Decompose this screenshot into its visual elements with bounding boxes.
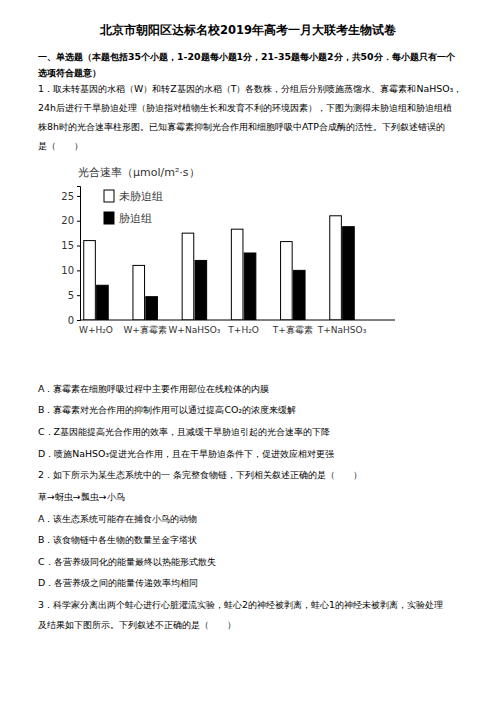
tick-mark	[77, 221, 80, 222]
question-stem: 1．取未转基因的水稻（W）和转Z基因的水稻（T）各数株，分组后分别喷施蒸馏水、寡…	[38, 83, 462, 95]
tick-mark	[77, 295, 80, 296]
food-chain: 草→蚜虫→瓢虫→小鸟	[38, 491, 125, 503]
option: C．Z基因能提高光合作用的效率，且减缓干旱胁迫引起的光合速率的下降	[38, 426, 330, 438]
option: D．各营养级之间的能量传递效率均相同	[38, 577, 198, 589]
bars	[84, 216, 355, 320]
tick-mark	[77, 246, 80, 247]
tick: 20	[61, 215, 80, 226]
section-heading: 一、单选题（本题包括35个小题，1-20题每小题1分，21-35题每小题2分，共…	[38, 51, 455, 63]
tick: 15	[61, 240, 80, 251]
bar	[293, 270, 305, 320]
tick: W+NaHSO₃	[168, 320, 220, 335]
option: B．该食物链中各生物的数量呈金字塔状	[38, 534, 197, 546]
tick-label: 20	[61, 215, 74, 226]
legend-label: 未胁迫组	[119, 190, 163, 203]
bar	[281, 242, 293, 320]
tick: W+寡霉素	[123, 320, 166, 335]
tick-label: W+NaHSO₃	[168, 325, 220, 335]
bar	[330, 216, 342, 320]
tick-mark	[77, 270, 80, 271]
tick-label: 25	[61, 191, 74, 202]
bar	[133, 265, 145, 320]
bar	[84, 241, 96, 320]
bar	[231, 229, 243, 320]
axis-line	[77, 187, 81, 321]
tick: W+H₂O	[79, 320, 113, 335]
tick: 5	[68, 290, 80, 301]
tick-label: 0	[68, 315, 74, 326]
option: A．寡霉素在细胞呼吸过程中主要作用部位在线粒体的内膜	[38, 383, 269, 395]
section-heading: 选项符合题意）	[38, 67, 101, 79]
tick: T+寡霉素	[272, 320, 313, 335]
legend-swatch	[104, 190, 114, 202]
tick: T+NaHSO₃	[317, 320, 367, 335]
question-stem: 株8h时的光合速率柱形图。已知寡霉素抑制光合作用和细胞呼吸中ATP合成酶的活性。…	[38, 121, 445, 133]
tick-label: W+H₂O	[79, 325, 113, 335]
option: D．喷施NaHSO₃促进光合作用，且在干旱胁迫条件下，促进效应相对更强	[38, 448, 334, 460]
tick-label: 10	[61, 265, 74, 276]
legend-swatch	[104, 212, 114, 224]
bar	[244, 253, 256, 320]
legend: 未胁迫组胁迫组	[104, 190, 163, 225]
tick: 25	[61, 191, 80, 202]
tick-label: T+H₂O	[227, 325, 259, 335]
question-stem: 24h后进行干旱胁迫处理（胁迫指对植物生长和发育不利的环境因素），下图为测得未胁…	[38, 102, 452, 114]
tick-mark	[77, 320, 80, 321]
question-stem: 及结果如下图所示。下列叙述不正确的是（ ）	[38, 619, 236, 631]
chart: 0 5 10 15 20 25 W+H₂O W+寡霉素W+NaHSO₃ T+H₂O T+寡霉素 T+…	[0, 160, 496, 370]
bar	[146, 297, 158, 320]
tick-mark	[77, 196, 80, 197]
question-stem: 3．科学家分离出两个蛙心进行心脏灌流实验，蛙心2的神经被剥离，蛙心1的神经未被剥…	[38, 599, 443, 611]
question-stem: 2．如下所示为某生态系统中的一 条完整食物链，下列相关叙述正确的是（ ）	[38, 469, 362, 481]
axis-line	[80, 320, 395, 321]
tick: 10	[61, 265, 80, 276]
tick-label: 15	[61, 240, 74, 251]
tick: T+H₂O	[227, 320, 259, 335]
x-axis: W+H₂O W+寡霉素W+NaHSO₃ T+H₂O T+寡霉素 T+NaHSO₃	[79, 320, 395, 335]
axis-title: 光合速率（μmol/m²·s）	[78, 166, 200, 179]
legend-label: 胁迫组	[119, 212, 152, 225]
tick-label: W+寡霉素	[123, 325, 166, 335]
bar	[182, 233, 194, 320]
option: C．各营养级同化的能量最终以热能形式散失	[38, 556, 216, 568]
option: B．寡霉素对光合作用的抑制作用可以通过提高CO₂的浓度来缓解	[38, 404, 296, 416]
tick-label: 5	[68, 290, 74, 301]
bar	[195, 260, 207, 320]
tick-label: T+NaHSO₃	[317, 325, 367, 335]
bar	[97, 285, 109, 320]
option: A．该生态系统可能存在捕食小鸟的动物	[38, 513, 197, 525]
bar	[343, 227, 355, 320]
y-axis: 0 5 10 15 20 25	[61, 187, 80, 326]
question-stem: 是（ ）	[38, 140, 83, 152]
tick-label: T+寡霉素	[272, 325, 313, 335]
title: 北京市朝阳区达标名校2019年高考一月大联考生物试卷	[0, 24, 496, 36]
